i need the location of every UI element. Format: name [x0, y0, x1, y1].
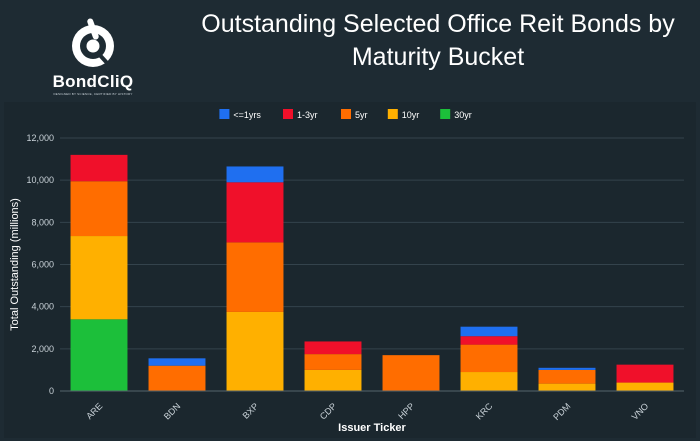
y-tick-label: 2,000: [31, 344, 54, 354]
y-axis-label: Total Outstanding (millions): [9, 198, 21, 331]
y-tick-label: 4,000: [31, 302, 54, 312]
x-tick-label: VNO: [630, 401, 651, 422]
bar-segment-are-10yr[interactable]: [70, 236, 128, 320]
legend: <=1yrs 1-3yr 5yr 10yr 30yr: [219, 109, 472, 120]
legend-swatch: [387, 109, 398, 119]
bar-segment-pdm-5yr[interactable]: [538, 369, 596, 384]
legend-item-5yr[interactable]: 5yr: [341, 109, 368, 120]
bar-segment-krc-13yr[interactable]: [460, 336, 518, 345]
bar-segment-krc-10yr[interactable]: [460, 372, 518, 391]
legend-item-13yr[interactable]: 1-3yr: [283, 109, 318, 120]
y-tick-label: 0: [49, 386, 54, 396]
chart-title: Outstanding Selected Office Reit Bonds b…: [201, 10, 675, 71]
bar-segment-hpp-5yr[interactable]: [382, 355, 440, 391]
bar-segment-vno-10yr[interactable]: [616, 382, 674, 391]
x-axis-label: Issuer Ticker: [338, 422, 406, 434]
bar-segment-bxp-13yr[interactable]: [226, 182, 284, 243]
bar-segment-cdp-13yr[interactable]: [304, 341, 362, 355]
bar-segment-are-13yr[interactable]: [70, 154, 128, 182]
legend-label: 10yr: [402, 110, 420, 120]
y-tick-label: 8,000: [31, 217, 54, 227]
stacked-bar-chart: 0 2,000 4,000 6,000 8,000 10,000 12,000 ARE BDN B…: [9, 109, 684, 434]
bar-segment-are-5yr[interactable]: [70, 181, 128, 237]
legend-label: 30yr: [454, 110, 472, 120]
bar-segment-cdp-10yr[interactable]: [304, 369, 362, 391]
bar-segment-pdm-1yrs[interactable]: [538, 367, 596, 370]
bar-segment-krc-5yr[interactable]: [460, 344, 518, 373]
bar-segment-bdn-1yrs[interactable]: [148, 358, 206, 366]
bars: [70, 154, 674, 391]
legend-item-10yr[interactable]: 10yr: [387, 109, 420, 120]
x-tick-label: CDP: [318, 401, 339, 422]
bar-segment-bxp-10yr[interactable]: [226, 311, 284, 391]
brand-name: BondCliQ: [52, 72, 134, 91]
bar-segment-are-30yr[interactable]: [70, 319, 128, 391]
bar-segment-bxp-1yrs[interactable]: [226, 166, 284, 183]
y-tick-label: 10,000: [26, 175, 54, 185]
x-tick-label: KRC: [474, 401, 495, 422]
header: BondCliQ DESIGNED BY SCIENCE, CERTIFIED …: [0, 0, 700, 100]
plot-panel: 0 2,000 4,000 6,000 8,000 10,000 12,000 ARE BDN B…: [4, 102, 696, 438]
bar-segment-krc-1yrs[interactable]: [460, 326, 518, 337]
legend-swatch: [341, 109, 351, 119]
bar-segment-cdp-5yr[interactable]: [304, 354, 362, 370]
legend-label: 1-3yr: [297, 110, 318, 120]
x-tick-label: BDN: [162, 401, 183, 422]
legend-label: <=1yrs: [233, 110, 261, 120]
x-tick-label: HPP: [396, 401, 416, 421]
legend-item-30yr[interactable]: 30yr: [440, 109, 472, 120]
brand-logo: BondCliQ DESIGNED BY SCIENCE, CERTIFIED …: [38, 14, 158, 96]
legend-label: 5yr: [355, 110, 368, 120]
legend-swatch: [283, 109, 293, 119]
legend-swatch: [219, 109, 230, 119]
y-tick-label: 12,000: [26, 133, 54, 143]
brand-tagline: DESIGNED BY SCIENCE, CERTIFIED BY HISTOR…: [53, 92, 133, 96]
bondcliq-logo-icon: [72, 18, 114, 67]
bar-segment-vno-13yr[interactable]: [616, 364, 674, 383]
bar-segment-bxp-5yr[interactable]: [226, 242, 284, 312]
y-tick-label: 6,000: [31, 260, 54, 270]
legend-swatch: [440, 109, 451, 119]
gridlines: [60, 137, 684, 392]
x-tick-label: ARE: [84, 401, 104, 421]
x-tick-label: BXP: [241, 401, 261, 421]
x-tick-label: PDM: [551, 401, 572, 422]
bar-segment-pdm-10yr[interactable]: [538, 383, 596, 391]
legend-item-1yrs[interactable]: <=1yrs: [219, 109, 261, 120]
bar-segment-bdn-5yr[interactable]: [148, 365, 206, 391]
